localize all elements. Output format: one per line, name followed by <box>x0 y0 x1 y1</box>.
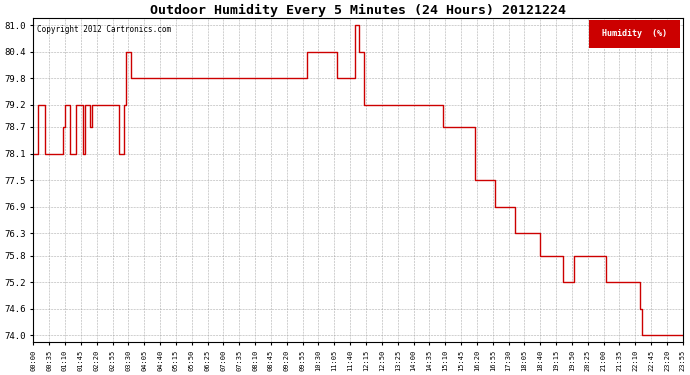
Title: Outdoor Humidity Every 5 Minutes (24 Hours) 20121224: Outdoor Humidity Every 5 Minutes (24 Hou… <box>150 4 566 17</box>
Text: Copyright 2012 Cartronics.com: Copyright 2012 Cartronics.com <box>37 25 170 34</box>
